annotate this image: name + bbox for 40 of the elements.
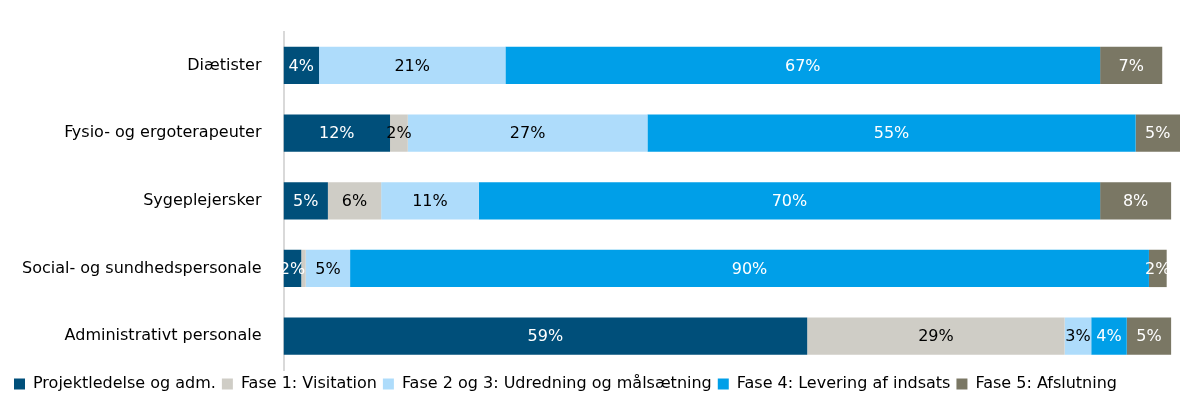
data-label: 29%	[918, 326, 954, 346]
data-label: 5%	[1136, 326, 1162, 346]
bar	[1100, 46, 1163, 85]
y-tick-label: Diætister	[187, 54, 262, 74]
data-label: 67%	[784, 55, 821, 75]
data-label: 6%	[341, 190, 368, 210]
bar	[478, 182, 1101, 220]
data-label: 5%	[293, 190, 319, 210]
data-label: 3%	[1065, 326, 1091, 346]
data-label: 55%	[873, 123, 910, 143]
legend-label: Fase 4: Levering af indsats	[736, 373, 951, 393]
data-label: 27%	[509, 123, 546, 143]
bar	[647, 114, 1136, 152]
bar	[327, 182, 382, 220]
y-tick-label: Social- og sundhedspersonale	[22, 257, 262, 277]
data-label: 7%	[1118, 55, 1144, 75]
bar	[505, 46, 1101, 85]
bar	[319, 46, 506, 85]
bar	[807, 317, 1065, 355]
y-tick-label: Fysio- og ergoterapeuter	[64, 122, 262, 142]
data-label: 8%	[1122, 190, 1149, 210]
legend-label: Projektledelse og adm.	[33, 373, 216, 393]
bar	[283, 317, 808, 355]
data-label: 59%	[527, 326, 564, 346]
data-label: 4%	[1096, 326, 1122, 346]
data-label: 21%	[394, 55, 430, 75]
legend-label: Fase 2 og 3: Udredning og målsætning	[401, 373, 712, 393]
legend-label: Fase 5: Afslutning	[975, 373, 1117, 393]
data-label: 5%	[315, 258, 341, 278]
data-label: 70%	[771, 190, 808, 210]
data-label: 90%	[731, 258, 768, 278]
data-label: 12%	[318, 123, 355, 143]
legend-label: Fase 1: Visitation	[240, 373, 377, 393]
data-label: 4%	[288, 55, 314, 75]
data-label: 5%	[1145, 123, 1171, 143]
bar	[1100, 182, 1172, 220]
y-tick-label: Administrativt personale	[64, 325, 262, 345]
bar	[381, 182, 479, 220]
y-tick-label: Sygeplejersker	[143, 189, 262, 209]
data-label: 11%	[412, 190, 448, 210]
